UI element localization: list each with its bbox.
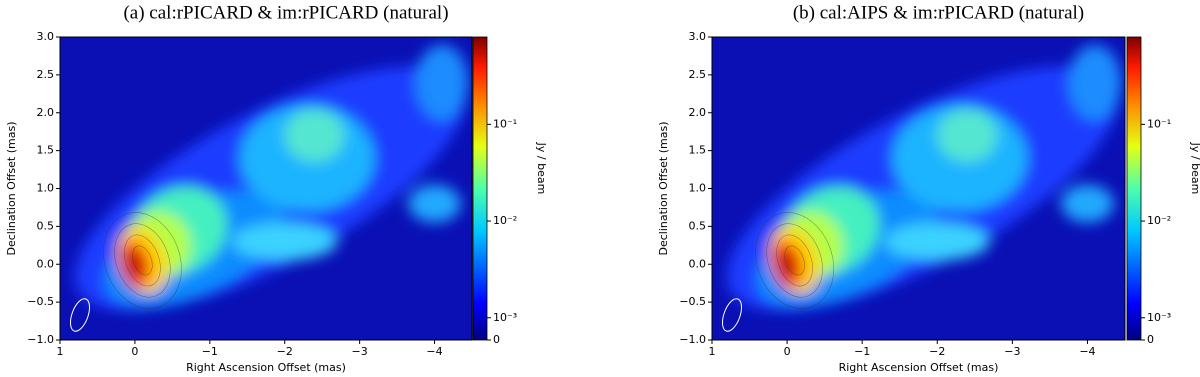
y-tick-label: 0.0	[689, 257, 707, 270]
x-tick-label: 0	[784, 345, 791, 358]
y-tick-label: 0.5	[37, 219, 55, 232]
image	[60, 37, 472, 340]
y-axis-label: Declination Offset (mas)	[657, 122, 670, 256]
x-axis-label: Right Ascension Offset (mas)	[186, 361, 346, 374]
emission-blob	[408, 184, 461, 223]
x-tick-label: −4	[1079, 345, 1095, 358]
emission-blob	[884, 222, 990, 261]
colorbar-label: Jy / beam	[1189, 142, 1200, 195]
colorbar	[472, 36, 488, 341]
y-tick-label: 1.5	[37, 144, 55, 157]
colorbar-tick-label: 10⁻²	[1147, 214, 1171, 227]
emission	[74, 44, 469, 311]
colorbar	[1126, 36, 1142, 341]
emission-blob	[232, 222, 338, 261]
y-tick-label: 3.0	[689, 30, 707, 43]
x-tick-label: −2	[277, 345, 293, 358]
emission	[726, 44, 1122, 311]
y-axis-label: Declination Offset (mas)	[5, 122, 18, 256]
x-axis-label: Right Ascension Offset (mas)	[839, 361, 999, 374]
x-tick-label: 1	[57, 345, 64, 358]
y-tick-label: 2.5	[37, 68, 55, 81]
contour	[114, 223, 171, 298]
colorbar-tick-label: 10⁻²	[493, 214, 517, 227]
y-tick-label: 1.0	[37, 182, 55, 195]
x-tick-label: −1	[854, 345, 870, 358]
y-tick-label: 3.0	[37, 30, 55, 43]
x-tick-label: −4	[426, 345, 442, 358]
colorbar-tick-label: 10⁻¹	[1147, 117, 1171, 130]
chart-title: (a) cal:rPICARD & im:rPICARD (natural)	[123, 2, 448, 23]
contour	[103, 212, 182, 309]
contour	[755, 212, 834, 309]
colorbar-label: Jy / beam	[535, 142, 548, 195]
chart-title: (b) cal:AIPS & im:rPICARD (natural)	[793, 2, 1084, 23]
y-tick-label: 2.0	[37, 106, 55, 119]
x-tick-label: −3	[1004, 345, 1020, 358]
emission-blob	[284, 108, 345, 162]
beam	[721, 298, 743, 332]
colorbar-tick-label: 10⁻³	[1147, 311, 1171, 324]
x-tick-label: 1	[709, 345, 716, 358]
y-tick-label: 0.0	[37, 257, 55, 270]
emission-blob	[1068, 44, 1122, 121]
colorbar-tick-label: 0	[1147, 333, 1154, 346]
x-tick-label: −3	[352, 345, 368, 358]
contour	[766, 223, 823, 298]
y-tick-label: 2.5	[689, 68, 707, 81]
y-tick-label: −0.5	[679, 295, 706, 308]
emission-blob	[1061, 184, 1114, 223]
contour	[784, 245, 805, 276]
image	[712, 37, 1125, 340]
contour	[132, 245, 153, 276]
y-tick-label: −0.5	[27, 295, 54, 308]
y-tick-label: 1.5	[689, 144, 707, 157]
y-tick-label: 0.5	[689, 219, 707, 232]
x-tick-label: 0	[131, 345, 138, 358]
x-tick-label: −1	[202, 345, 218, 358]
colorbar-tick-label: 10⁻¹	[493, 117, 517, 130]
y-tick-label: −1.0	[679, 333, 706, 346]
emission-blob	[415, 44, 469, 121]
y-tick-label: 2.0	[689, 106, 707, 119]
y-tick-label: 1.0	[689, 182, 707, 195]
y-tick-label: −1.0	[27, 333, 54, 346]
emission-blob	[937, 108, 998, 162]
colorbar-tick-label: 0	[493, 333, 500, 346]
contour	[776, 234, 813, 287]
x-tick-label: −2	[929, 345, 945, 358]
contour	[124, 234, 161, 287]
beam	[69, 298, 91, 332]
colorbar-tick-label: 10⁻³	[493, 311, 517, 324]
